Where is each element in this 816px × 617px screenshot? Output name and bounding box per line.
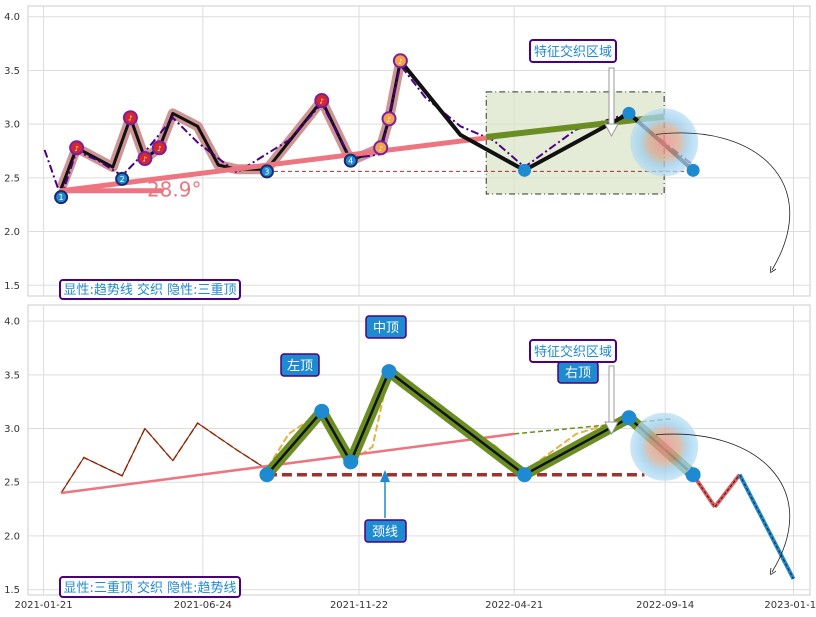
y-tick-label: 2.5: [4, 173, 20, 184]
y-tick-label: 2.5: [4, 478, 20, 489]
top-pivot: [686, 163, 700, 177]
neckline-label-box: 颈线: [364, 470, 407, 543]
x-tick-label: 2021-11-22: [330, 600, 388, 611]
top-pivots: 1 2 3 4: [54, 106, 700, 205]
bottom-panel: 1.52.02.53.03.54.0 2021-01-21 2021-06-24 2…: [4, 304, 816, 611]
top-annotation: 显性:趋势线 交织 隐性:三重顶: [63, 282, 236, 298]
y-tick-label: 4.0: [4, 317, 20, 328]
top-note-marker: [392, 53, 408, 69]
top-pivot-numbered: [115, 171, 130, 186]
top-pivot: [622, 106, 636, 120]
bottom-zone-glow: [630, 412, 699, 481]
top-note-glyph: ♪: [128, 115, 132, 123]
top-zone-label-box: 特征交织区域: [529, 39, 617, 63]
y-tick-label: 4.0: [4, 12, 20, 23]
top-note-marker: [381, 111, 397, 127]
y-tick-label: 1.5: [4, 585, 20, 596]
bottom-zone-label-box: 特征交织区域: [529, 339, 617, 363]
y-tick-label: 3.0: [4, 424, 20, 435]
top-pivot-number: 3: [264, 167, 269, 176]
y-tick-label: 1.5: [4, 281, 20, 292]
x-tick-label: 2021-01-21: [14, 600, 72, 611]
right-top-label-box: 右顶: [557, 361, 599, 384]
top-trend-line: [58, 134, 496, 194]
mid-top-label: 中顶: [373, 321, 399, 336]
top-pivot: [518, 163, 532, 177]
bottom-pivot: [517, 467, 533, 483]
bottom-trend-line: [60, 432, 515, 495]
bottom-pivot: [259, 467, 275, 483]
top-note-glyph: ♪: [157, 145, 161, 153]
top-note-glyph: ♪: [74, 145, 78, 153]
top-panel: 1.5 2.0 2.5 3.0 3.5 4.0 28.9° ♪ ♪ ♪ ♪ ♪ ♪ ♪ ♪ 1 2 3 4 特…: [4, 5, 811, 300]
bottom-pivots: [259, 364, 701, 483]
x-tick-label: 2021-06-24: [174, 600, 232, 611]
top-zone-glow: [630, 108, 699, 177]
top-pivot-numbered: [54, 190, 69, 205]
projection-core: [714, 474, 741, 508]
bottom-down-arrow: [604, 365, 619, 436]
bottom-x-ticks: 2021-01-21 2021-06-24 2021-11-22 2022-04-21…: [14, 600, 816, 611]
top-note-marker: [137, 151, 153, 167]
bottom-y-ticks: 1.5 2.0 2.5 3.0 3.5 4.0: [4, 317, 20, 597]
bottom-pivot: [685, 467, 701, 483]
bottom-pivot: [621, 410, 637, 426]
bottom-curve-arrow: [656, 433, 791, 572]
top-note-marker: [314, 93, 330, 109]
top-note-marker: [122, 110, 138, 126]
y-tick-label: 2.0: [4, 531, 20, 542]
top-annotation-box: 显性:趋势线 交织 隐性:三重顶: [59, 279, 241, 300]
x-tick-label: 2023-01-16: [764, 600, 816, 611]
bottom-projection: [691, 473, 796, 580]
top-pivot-number: 1: [59, 193, 64, 202]
bottom-pivot: [314, 403, 330, 419]
y-tick-label: 3.0: [4, 120, 20, 131]
neckline-label: 颈线: [372, 525, 398, 540]
y-tick-label: 3.5: [4, 66, 20, 77]
top-curve-arrow: [656, 132, 791, 270]
top-pivot-number: 2: [120, 175, 125, 184]
top-pivot-numbered: [343, 153, 358, 168]
top-note-glyph: ♪: [387, 116, 391, 124]
y-tick-label: 2.0: [4, 227, 20, 238]
bottom-price-core-line: [60, 422, 268, 494]
top-note-glyph: ♪: [320, 98, 324, 106]
left-top-label: 左顶: [287, 359, 313, 374]
top-note-marker: [151, 140, 167, 156]
top-pivot-numbered: [259, 164, 274, 179]
top-y-ticks: 1.5 2.0 2.5 3.0 3.5 4.0: [4, 12, 20, 292]
top-note-marker: [373, 140, 389, 156]
top-note-marker: [69, 140, 85, 156]
bottom-pivot: [343, 454, 359, 470]
top-note-glyph: ♪: [143, 156, 147, 164]
top-down-arrow: [604, 67, 619, 138]
right-top-label: 右顶: [565, 366, 591, 381]
bottom-annotation: 显性:三重顶 交织 隐性:趋势线: [63, 580, 236, 596]
mid-top-label-box: 中顶: [365, 315, 407, 339]
projection-core: [739, 474, 794, 580]
x-tick-label: 2022-04-21: [485, 600, 543, 611]
top-note-glyph: ♪: [398, 58, 402, 66]
top-zone-label: 特征交织区域: [534, 44, 612, 60]
top-markers: ♪ ♪ ♪ ♪ ♪ ♪ ♪ ♪: [69, 53, 408, 167]
y-tick-label: 3.5: [4, 370, 20, 381]
left-top-label-box: 左顶: [280, 353, 320, 377]
top-angle-label: 28.9°: [147, 178, 202, 202]
bottom-annotation-box: 显性:三重顶 交织 隐性:趋势线: [59, 576, 241, 598]
bottom-zone-label: 特征交织区域: [534, 344, 612, 360]
bottom-pivot: [381, 364, 397, 380]
top-pivot-number: 4: [348, 157, 353, 166]
top-price-line: [43, 62, 694, 201]
x-tick-label: 2022-09-14: [636, 600, 694, 611]
top-note-glyph: ♪: [378, 145, 382, 153]
